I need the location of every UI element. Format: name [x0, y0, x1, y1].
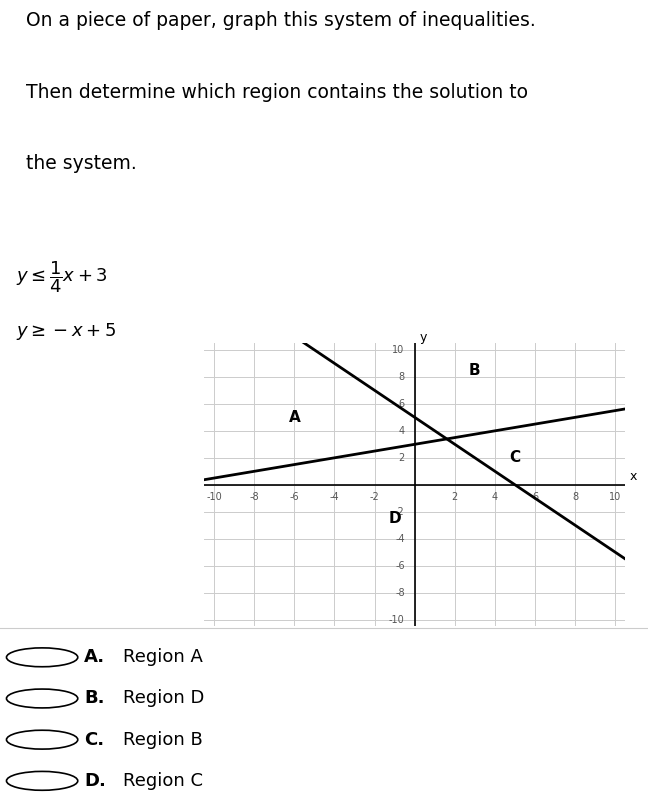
- Text: 8: 8: [399, 372, 405, 382]
- Text: $y \geq -x+5$: $y \geq -x+5$: [16, 321, 116, 342]
- Text: 2: 2: [452, 492, 458, 501]
- Text: 6: 6: [399, 399, 405, 409]
- Text: B.: B.: [84, 689, 105, 708]
- Text: Region C: Region C: [123, 772, 203, 790]
- Text: -4: -4: [395, 534, 405, 543]
- Text: -2: -2: [395, 507, 405, 517]
- Text: -10: -10: [206, 492, 222, 501]
- Text: 4: 4: [492, 492, 498, 501]
- Text: 6: 6: [532, 492, 538, 501]
- Text: A.: A.: [84, 648, 106, 666]
- Text: $y \leq \dfrac{1}{4}x+3$: $y \leq \dfrac{1}{4}x+3$: [16, 259, 108, 295]
- Text: -2: -2: [370, 492, 380, 501]
- Text: D: D: [388, 511, 401, 526]
- Text: -6: -6: [395, 561, 405, 571]
- Text: 8: 8: [572, 492, 578, 501]
- Text: D.: D.: [84, 772, 106, 790]
- Text: y: y: [420, 331, 427, 344]
- Text: -6: -6: [290, 492, 299, 501]
- Text: B: B: [469, 362, 481, 377]
- Text: 4: 4: [399, 426, 405, 436]
- Text: Then determine which region contains the solution to: Then determine which region contains the…: [26, 83, 528, 101]
- Text: 10: 10: [609, 492, 621, 501]
- Text: x: x: [630, 470, 637, 483]
- Text: the system.: the system.: [26, 154, 137, 173]
- Text: A: A: [288, 410, 300, 425]
- Text: -8: -8: [249, 492, 259, 501]
- Text: On a piece of paper, graph this system of inequalities.: On a piece of paper, graph this system o…: [26, 11, 536, 30]
- Text: C.: C.: [84, 731, 104, 749]
- Text: 10: 10: [393, 345, 405, 355]
- Text: Region A: Region A: [123, 648, 203, 666]
- Text: 2: 2: [399, 452, 405, 463]
- Text: -10: -10: [389, 614, 405, 625]
- Text: -8: -8: [395, 587, 405, 598]
- Text: -4: -4: [330, 492, 340, 501]
- Text: Region B: Region B: [123, 731, 203, 749]
- Text: Region D: Region D: [123, 689, 205, 708]
- Text: C: C: [509, 450, 520, 465]
